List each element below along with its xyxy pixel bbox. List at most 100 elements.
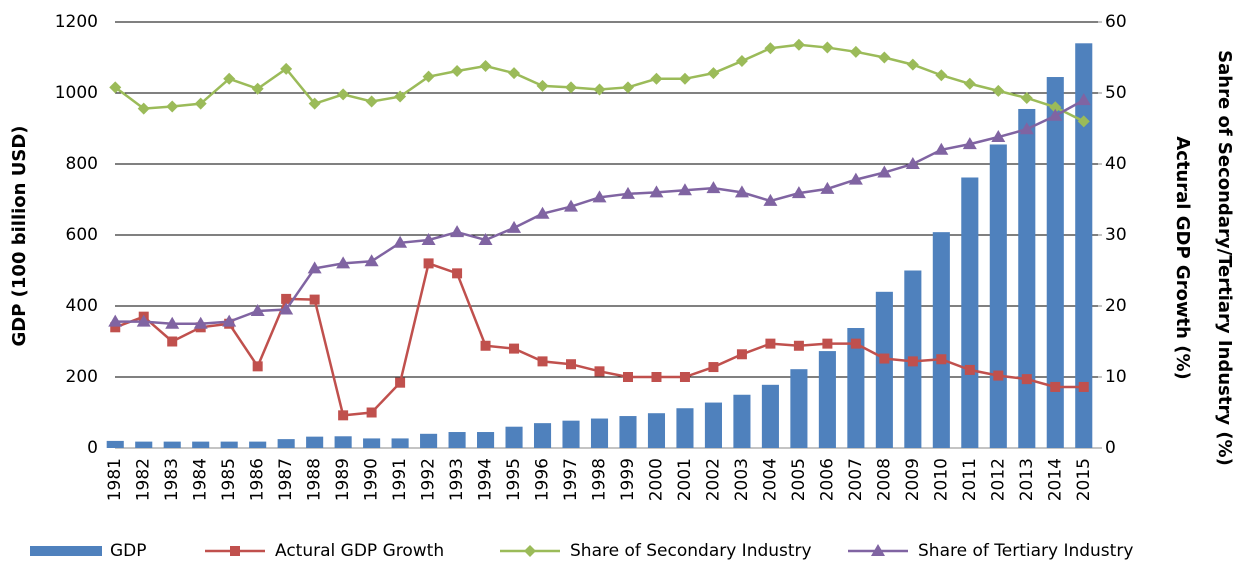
- x-tick-label: 2004: [760, 458, 780, 501]
- marker: [194, 97, 207, 110]
- y-tick-label: 800: [66, 154, 98, 174]
- marker: [509, 343, 520, 354]
- marker: [136, 314, 151, 327]
- y2-tick-label: 20: [1105, 296, 1127, 316]
- marker: [936, 354, 947, 365]
- marker: [1076, 93, 1091, 106]
- marker: [251, 82, 264, 95]
- bar: [961, 177, 979, 449]
- x-tick-label: 2006: [817, 458, 837, 501]
- marker: [564, 199, 579, 212]
- bar: [505, 426, 523, 448]
- x-tick-label: 1997: [561, 458, 581, 501]
- marker: [480, 340, 491, 351]
- x-tick-label: 2001: [675, 458, 695, 501]
- marker: [536, 79, 549, 92]
- marker: [137, 102, 150, 115]
- marker: [222, 314, 237, 327]
- marker: [110, 322, 121, 333]
- marker: [565, 81, 578, 94]
- marker: [679, 372, 690, 382]
- marker: [1020, 91, 1033, 104]
- x-tick-label: 1996: [533, 458, 553, 501]
- bar: [1075, 43, 1093, 449]
- x-tick-label: 1984: [191, 458, 211, 501]
- bar: [619, 416, 637, 448]
- bar: [932, 232, 950, 448]
- x-tick-label: 2008: [874, 458, 894, 501]
- marker: [280, 62, 293, 75]
- marker: [708, 362, 719, 373]
- marker: [1078, 381, 1089, 392]
- marker: [764, 42, 777, 55]
- marker: [964, 364, 975, 375]
- bar: [647, 413, 666, 448]
- marker: [907, 356, 918, 367]
- marker: [871, 544, 885, 556]
- marker: [537, 356, 548, 367]
- marker: [622, 372, 633, 382]
- marker: [963, 77, 976, 90]
- x-tick-label: 1992: [419, 458, 439, 501]
- bar: [761, 384, 779, 448]
- marker: [993, 370, 1004, 381]
- x-tick-label: 1985: [219, 458, 239, 501]
- bar: [847, 328, 865, 448]
- marker: [336, 256, 351, 269]
- marker: [366, 407, 377, 418]
- bar: [790, 369, 808, 448]
- marker: [848, 172, 863, 185]
- bar: [1046, 77, 1064, 449]
- marker: [592, 190, 607, 203]
- marker: [338, 410, 349, 421]
- bar: [533, 423, 552, 448]
- x-tick-label: 2015: [1074, 458, 1094, 501]
- bar: [249, 441, 267, 448]
- x-tick-label: 2003: [732, 458, 752, 501]
- marker: [1048, 108, 1063, 121]
- x-tick-label: 1990: [362, 458, 382, 501]
- bar: [363, 438, 381, 448]
- marker: [821, 41, 834, 54]
- marker: [594, 366, 605, 377]
- marker: [479, 60, 492, 73]
- marker: [593, 83, 606, 96]
- marker: [252, 361, 263, 372]
- x-tick-label: 2012: [988, 458, 1008, 501]
- marker: [250, 303, 265, 316]
- marker: [166, 100, 179, 113]
- marker: [165, 316, 180, 329]
- bar: [192, 441, 210, 448]
- marker: [706, 181, 721, 194]
- bar: [477, 432, 495, 448]
- marker: [992, 84, 1005, 97]
- bar: [163, 441, 181, 448]
- y2-tick-label: 0: [1105, 438, 1116, 458]
- x-tick-label: 1981: [105, 458, 125, 501]
- x-tick-label: 1991: [390, 458, 410, 501]
- marker: [849, 45, 862, 58]
- marker: [620, 186, 635, 199]
- bar: [334, 436, 352, 448]
- bar: [391, 438, 409, 448]
- y2-axis-label: Actural GDP Growth (%): [1172, 136, 1193, 379]
- legend-label: Share of Secondary Industry: [570, 541, 812, 561]
- x-tick-label: 2010: [931, 458, 951, 501]
- marker: [395, 377, 406, 388]
- bar: [277, 439, 295, 448]
- marker: [279, 302, 294, 315]
- marker: [423, 258, 434, 269]
- marker: [649, 185, 664, 198]
- marker: [452, 268, 463, 279]
- legend-label: GDP: [110, 541, 147, 561]
- marker: [421, 232, 436, 245]
- x-tick-label: 2009: [903, 458, 923, 501]
- marker: [508, 67, 521, 80]
- marker: [109, 81, 122, 94]
- marker: [337, 88, 350, 101]
- line: [114, 43, 1085, 123]
- marker: [820, 181, 835, 194]
- y2-tick-label: 40: [1105, 154, 1127, 174]
- y-tick-label: 200: [66, 367, 98, 387]
